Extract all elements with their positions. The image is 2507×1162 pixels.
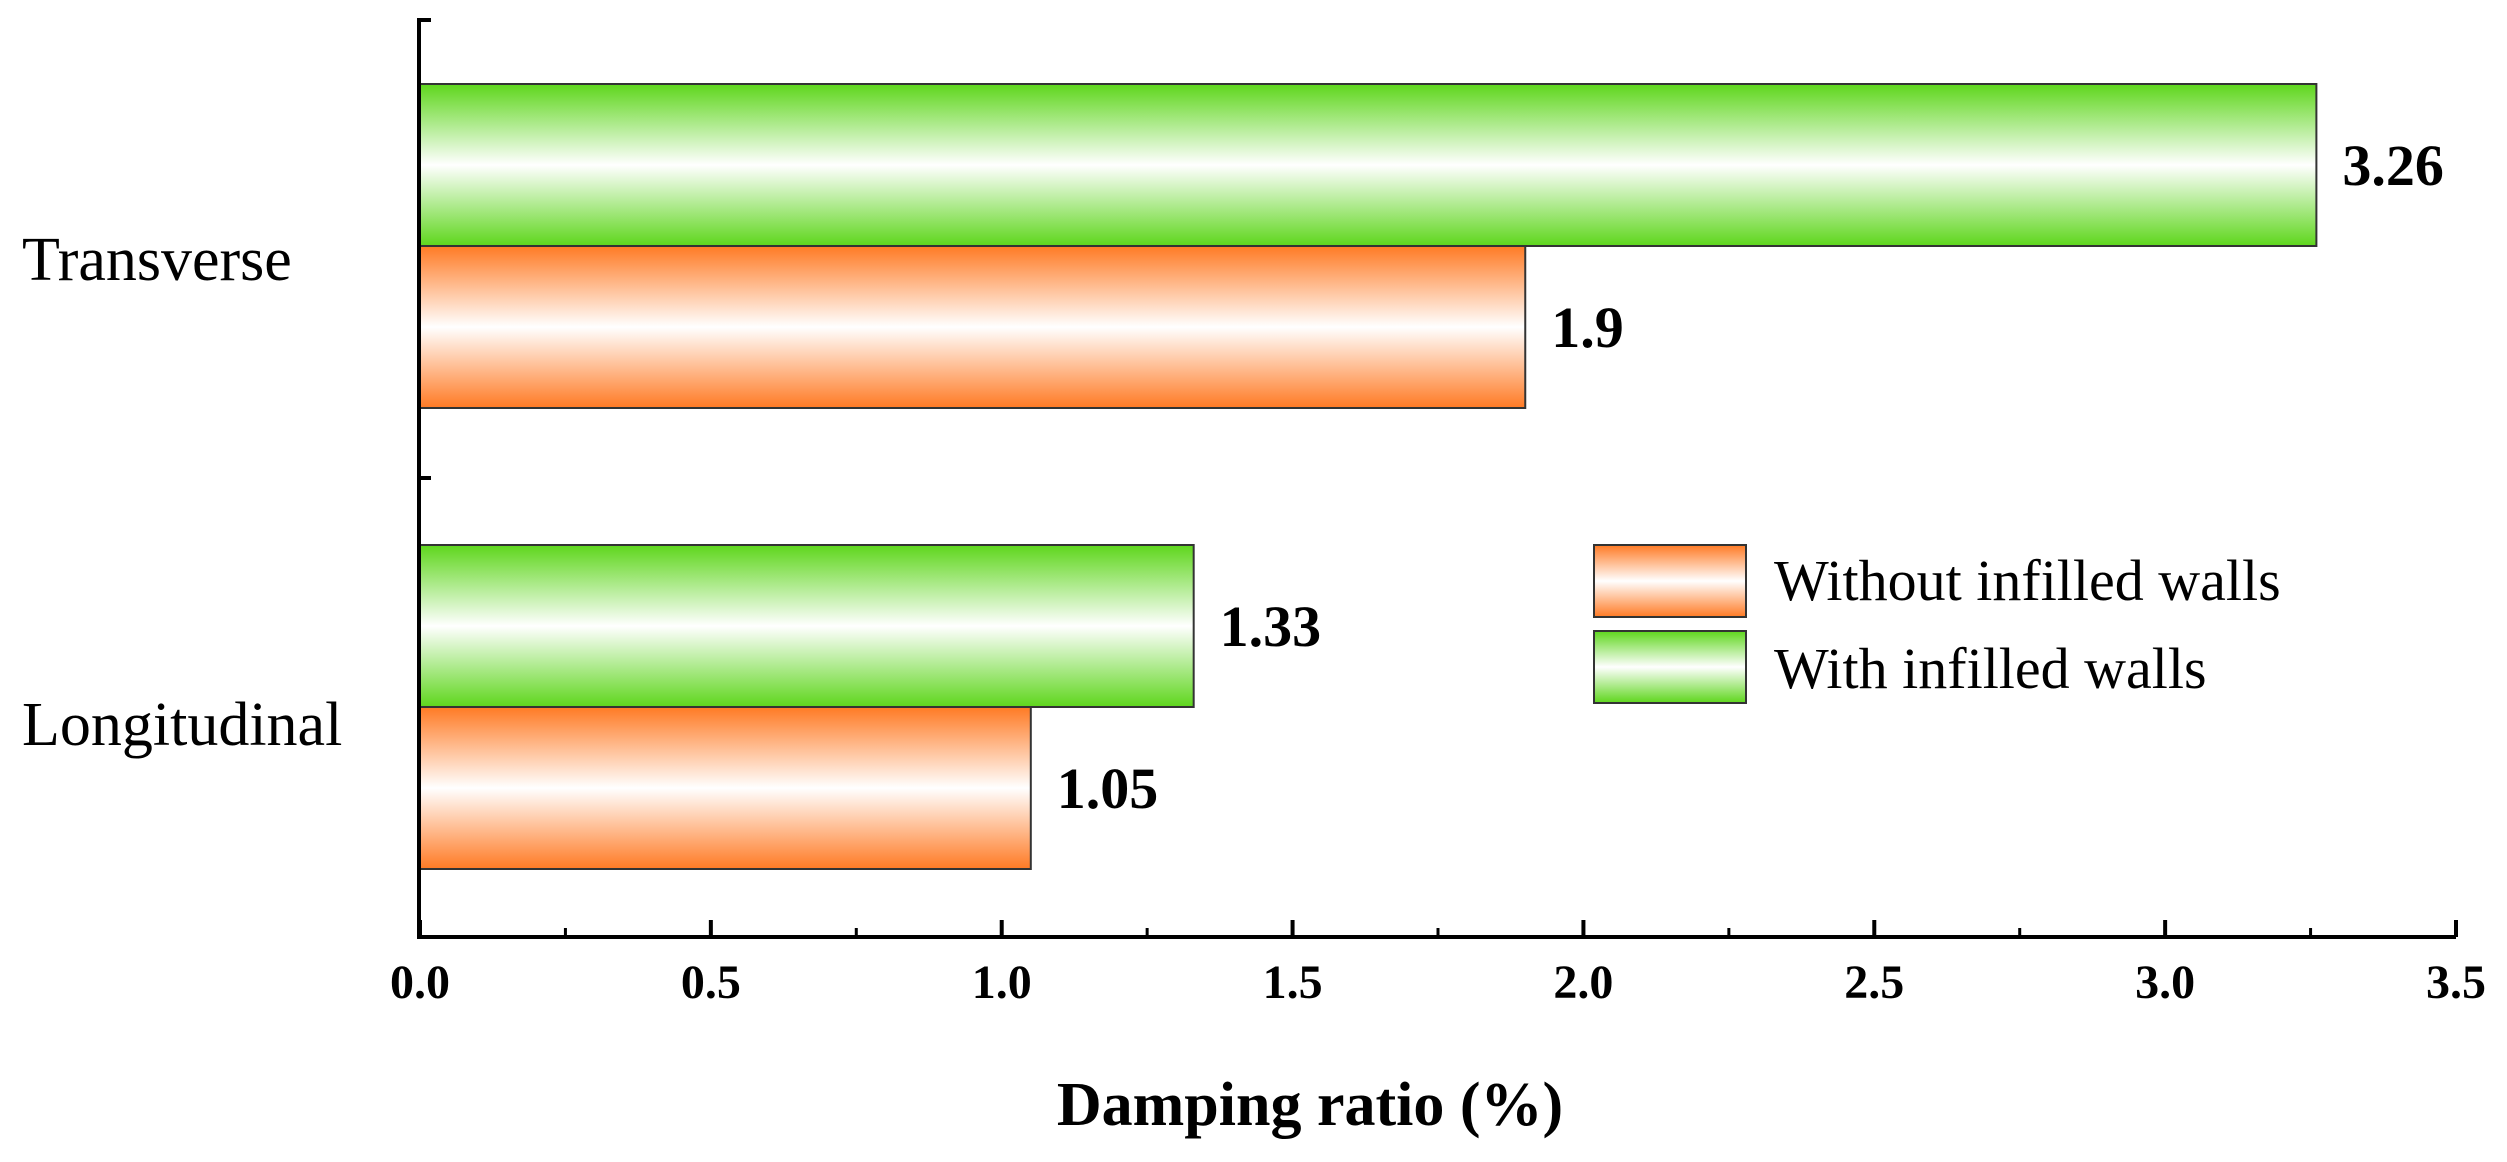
x-ticks-group: 0.0 0.5 1.0 1.5 2.0 2.5 3.0 3.5 [390,920,2486,1009]
legend-swatch-with [1593,630,1747,704]
x-tick-label: 3.0 [2135,956,2195,1009]
value-label-longitudinal-without: 1.05 [1057,756,1159,821]
category-label-longitudinal: Longitudinal [22,691,342,759]
bar-longitudinal-with [419,544,1195,708]
bar-longitudinal-without [419,706,1032,870]
x-tick-label: 0.5 [681,956,741,1009]
legend-label-without: Without infilled walls [1774,548,2281,613]
legend-swatch-without [1593,544,1747,618]
value-label-longitudinal-with: 1.33 [1220,594,1322,659]
x-tick-label: 2.0 [1553,956,1613,1009]
bar-transverse-without [419,245,1527,409]
x-tick-label: 1.0 [972,956,1032,1009]
value-label-transverse-with: 3.26 [2342,133,2444,198]
bars-group [419,83,2318,870]
x-tick-label: 0.0 [390,956,450,1009]
x-tick-label: 1.5 [1263,956,1323,1009]
value-labels-group: 3.26 1.9 1.33 1.05 [1057,133,2444,821]
x-axis-title: Damping ratio (%) [1057,1071,1563,1139]
legend: Without infilled walls With infilled wal… [1593,544,2281,704]
bar-transverse-with [419,83,2318,247]
x-tick-label: 3.5 [2426,956,2486,1009]
legend-label-with: With infilled walls [1774,636,2207,701]
value-label-transverse-without: 1.9 [1551,295,1624,360]
category-label-transverse: Transverse [22,226,292,294]
x-tick-label: 2.5 [1844,956,1904,1009]
